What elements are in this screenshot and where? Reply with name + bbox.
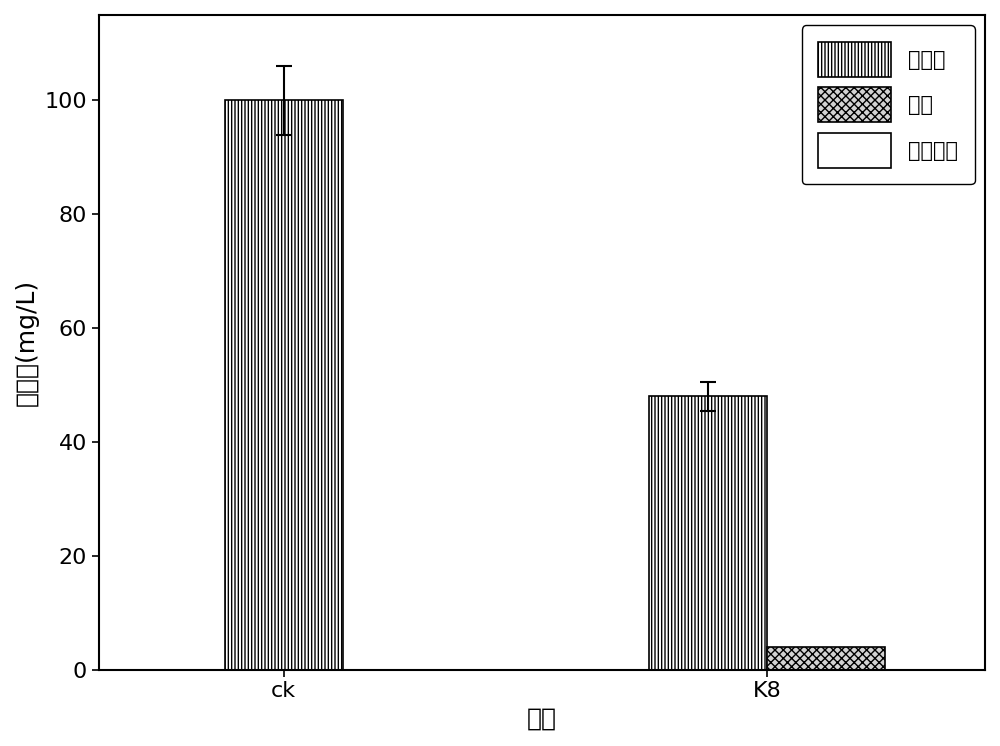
Bar [225, 101, 343, 670]
X-axis label: 处理: 处理 [527, 707, 557, 731]
Bar [649, 396, 767, 670]
Y-axis label: 氮含量(mg/L): 氮含量(mg/L) [15, 279, 39, 406]
Bar [767, 647, 885, 670]
Legend: 确态氮, 氨氮, 亚确态氮: 确态氮, 氨氮, 亚确态氮 [802, 25, 975, 184]
